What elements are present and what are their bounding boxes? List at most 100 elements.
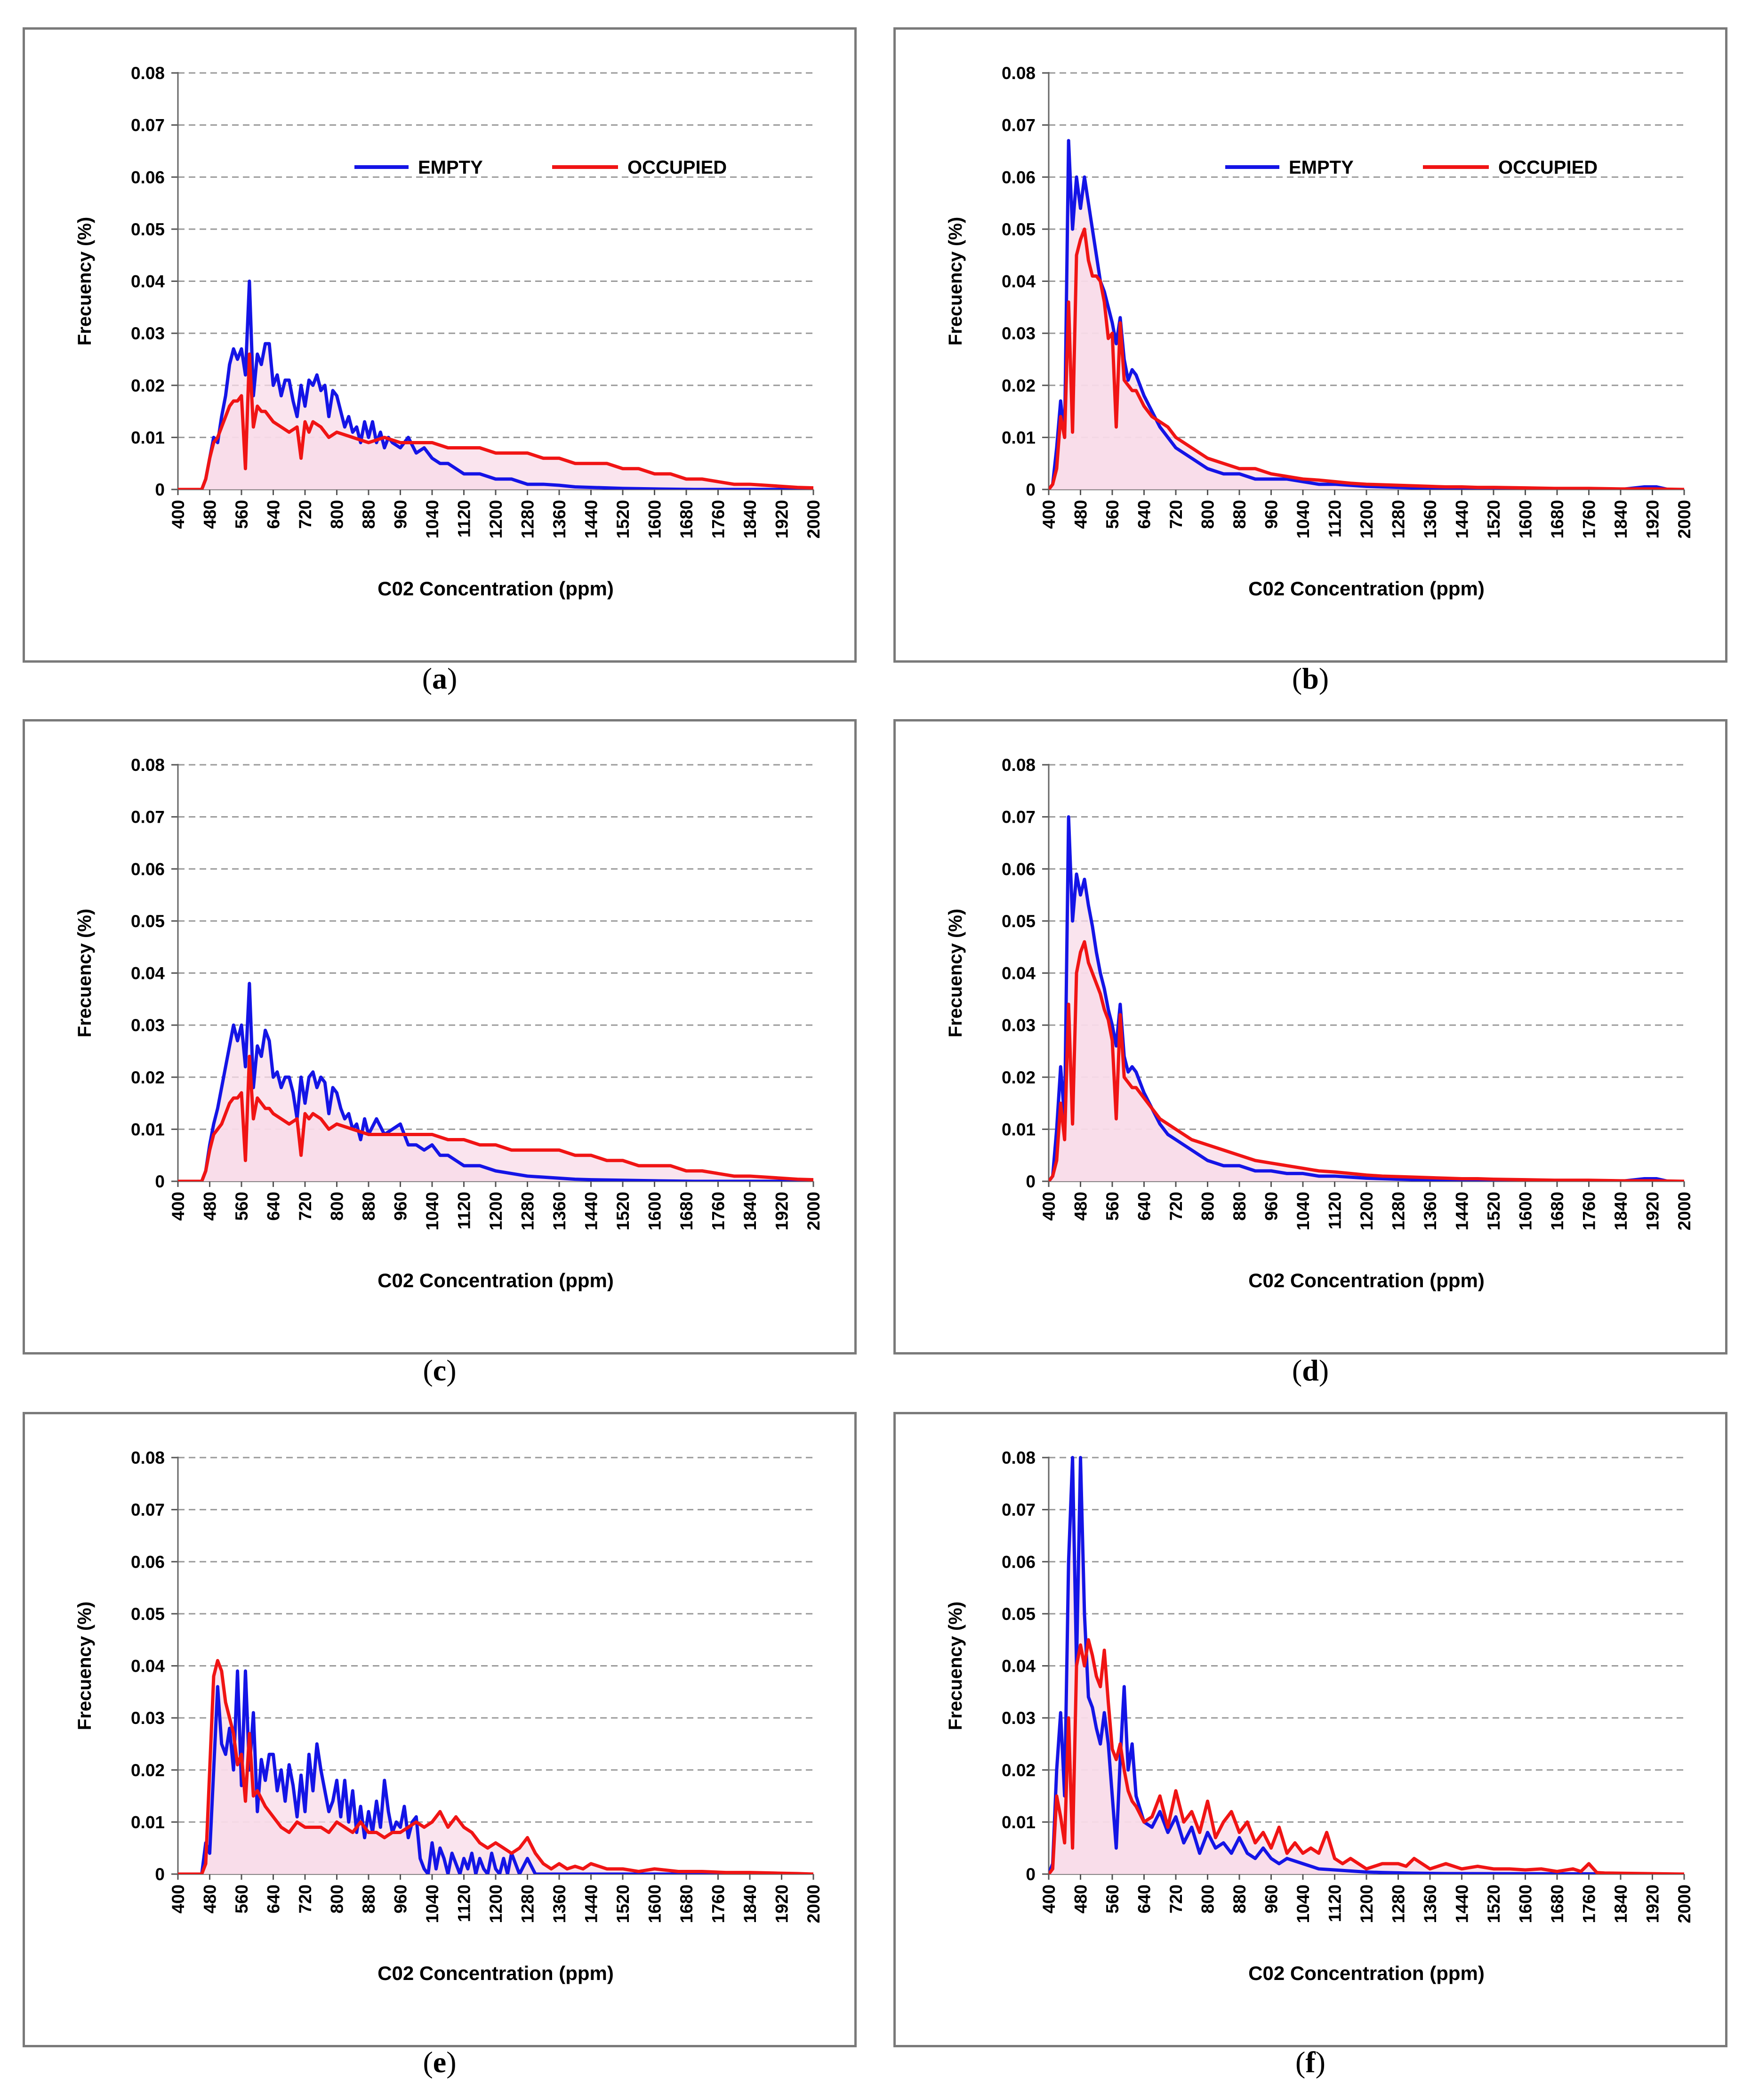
- x-tick-label: 1280: [518, 1192, 538, 1230]
- x-tick-label: 1040: [1293, 500, 1313, 538]
- x-tick-label: 640: [264, 500, 283, 529]
- y-tick-label: 0.04: [131, 272, 165, 291]
- x-tick-label: 880: [359, 1192, 378, 1221]
- x-tick-label: 720: [296, 500, 315, 529]
- x-tick-label: 2000: [804, 500, 823, 538]
- x-tick-label: 1280: [1389, 1192, 1408, 1230]
- x-tick-label: 480: [1071, 500, 1091, 529]
- x-tick-label: 800: [1198, 1884, 1218, 1914]
- x-tick-label: 560: [1103, 1192, 1122, 1221]
- x-axis-title: C02 Concentration (ppm): [1248, 1269, 1485, 1291]
- x-tick-label: 1200: [1357, 1192, 1376, 1230]
- y-tick-label: 0.03: [1002, 1016, 1036, 1035]
- y-tick-label: 0.05: [131, 220, 165, 239]
- series-area-occupied: [1049, 942, 1684, 1181]
- x-tick-label: 960: [1262, 500, 1281, 529]
- x-tick-label: 400: [169, 1884, 188, 1914]
- x-tick-label: 560: [232, 500, 251, 529]
- x-tick-label: 1520: [1484, 500, 1503, 538]
- y-axis-title: Frecuency (%): [74, 217, 95, 345]
- x-tick-label: 1040: [1293, 1192, 1313, 1230]
- x-tick-label: 960: [1262, 1884, 1281, 1914]
- series-area-occupied: [178, 354, 813, 489]
- legend-label-empty: EMPTY: [1289, 157, 1354, 178]
- series-line-empty: [1049, 1456, 1684, 1874]
- x-tick-label: 1680: [677, 1884, 696, 1923]
- x-tick-label: 1280: [1389, 1884, 1408, 1923]
- y-tick-label: 0.05: [131, 1604, 165, 1624]
- x-tick-label: 1920: [1643, 1884, 1663, 1923]
- chart-panel-f: 0 0.01 0.02 0.03 0.04 0.05 0.06 0.07 0.08 400 480 5…: [893, 1412, 1727, 2047]
- y-tick-label: 0.07: [1002, 1500, 1036, 1520]
- y-tick-label: 0.08: [1002, 64, 1036, 83]
- y-tick-label: 0.02: [1002, 376, 1036, 395]
- y-tick-label: 0.02: [131, 1068, 165, 1087]
- y-tick-label: 0.01: [1002, 1120, 1036, 1139]
- x-tick-label: 640: [1135, 500, 1154, 529]
- x-tick-label: 480: [201, 500, 220, 529]
- x-tick-label: 2000: [804, 1884, 823, 1923]
- y-tick-label: 0.02: [131, 376, 165, 395]
- y-axis-title: Frecuency (%): [945, 909, 966, 1037]
- y-axis-title: Frecuency (%): [74, 909, 95, 1037]
- x-tick-label: 1280: [518, 500, 538, 538]
- y-tick-label: 0.04: [1002, 1657, 1036, 1676]
- x-tick-label: 1360: [1421, 1192, 1440, 1230]
- x-tick-label: 1600: [1516, 500, 1535, 538]
- x-tick-label: 1120: [1325, 1884, 1345, 1922]
- x-tick-label: 720: [296, 1884, 315, 1914]
- chart-panel-c: 0 0.01 0.02 0.03 0.04 0.05 0.06 0.07 0.08 400 480 5…: [23, 719, 857, 1355]
- x-tick-label: 480: [201, 1884, 220, 1914]
- x-tick-label: 1920: [1643, 1192, 1663, 1230]
- y-tick-label: 0: [1026, 1172, 1036, 1191]
- chart-panel-e: 0 0.01 0.02 0.03 0.04 0.05 0.06 0.07 0.08 400 480 5…: [23, 1412, 857, 2047]
- x-tick-label: 1040: [423, 1884, 442, 1923]
- x-axis-title: C02 Concentration (ppm): [378, 1962, 614, 1984]
- x-tick-label: 1040: [423, 500, 442, 538]
- y-tick-label: 0.07: [131, 1500, 165, 1520]
- panel-caption-d: (d): [1292, 1354, 1329, 1387]
- series-area-occupied: [1049, 229, 1684, 489]
- x-tick-label: 1040: [423, 1192, 442, 1230]
- y-tick-label: 0.06: [1002, 859, 1036, 879]
- y-tick-label: 0: [1026, 480, 1036, 499]
- x-tick-label: 800: [328, 1884, 347, 1914]
- y-tick-label: 0.08: [1002, 1448, 1036, 1467]
- x-tick-label: 2000: [1675, 500, 1694, 538]
- panel-caption-f: (f): [1295, 2045, 1325, 2079]
- x-tick-label: 720: [1166, 500, 1186, 529]
- x-tick-label: 400: [169, 500, 188, 529]
- x-tick-label: 880: [359, 1884, 378, 1914]
- y-tick-label: 0.06: [1002, 1552, 1036, 1571]
- y-tick-label: 0.08: [1002, 755, 1036, 775]
- x-tick-label: 640: [1135, 1884, 1154, 1914]
- x-tick-label: 1200: [1357, 1884, 1376, 1923]
- x-tick-label: 1840: [1611, 1884, 1631, 1923]
- x-tick-label: 1520: [1484, 1192, 1503, 1230]
- x-tick-label: 400: [1039, 1884, 1059, 1914]
- series-line-occupied: [178, 1659, 813, 1874]
- x-tick-label: 1840: [740, 1192, 760, 1230]
- x-tick-label: 720: [1166, 1884, 1186, 1914]
- x-tick-label: 1280: [518, 1884, 538, 1923]
- x-tick-label: 960: [391, 1192, 410, 1221]
- y-axis-title: Frecuency (%): [74, 1602, 95, 1730]
- x-tick-label: 1440: [582, 500, 601, 538]
- x-tick-label: 1920: [772, 1192, 792, 1230]
- y-tick-label: 0.03: [1002, 1708, 1036, 1728]
- x-tick-label: 400: [169, 1192, 188, 1221]
- y-tick-label: 0.05: [131, 912, 165, 931]
- x-tick-label: 2000: [804, 1192, 823, 1230]
- y-tick-label: 0.06: [131, 168, 165, 187]
- y-tick-label: 0.01: [1002, 428, 1036, 447]
- x-tick-label: 800: [328, 1192, 347, 1221]
- series-area-occupied: [178, 1056, 813, 1181]
- y-tick-label: 0.07: [131, 808, 165, 827]
- x-tick-label: 800: [1198, 500, 1218, 529]
- panel-caption-a: (a): [422, 662, 458, 695]
- x-tick-label: 1360: [1421, 500, 1440, 538]
- x-tick-label: 720: [296, 1192, 315, 1221]
- chart-svg: 0 0.01 0.02 0.03 0.04 0.05 0.06 0.07 0.08 400 480 5…: [74, 755, 823, 1291]
- panel-caption-e: (e): [423, 2045, 457, 2079]
- x-tick-label: 1200: [486, 1192, 506, 1230]
